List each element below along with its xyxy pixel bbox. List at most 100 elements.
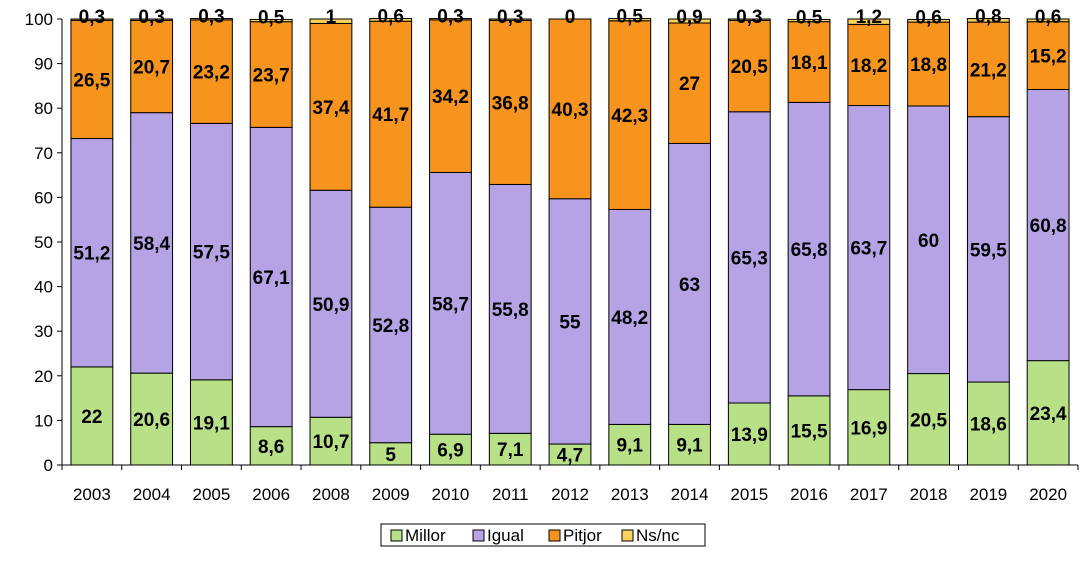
bar-segment-millor (608, 423, 652, 466)
bar-segment-pitjor (668, 22, 711, 144)
data-label: 13,9 (731, 425, 768, 446)
data-label: 0 (565, 7, 576, 28)
bar-segment-millor (847, 389, 891, 466)
bar-segment-igual (668, 142, 711, 425)
y-tick-label: 20 (34, 367, 53, 386)
data-label: 1,2 (856, 7, 882, 28)
data-label: 37,4 (312, 98, 349, 119)
y-tick-label: 40 (34, 278, 53, 297)
bar-segment-millor (787, 395, 831, 466)
bar-segment-pitjor (130, 19, 174, 114)
data-label: 5 (385, 445, 396, 466)
data-label: 0,3 (497, 7, 523, 28)
bar-segment-pitjor (1026, 21, 1070, 90)
y-tick-label: 30 (34, 322, 53, 341)
data-label: 0,3 (736, 7, 762, 28)
data-label: 22 (81, 407, 102, 428)
data-label: 60,8 (1030, 216, 1067, 237)
bar-segment-nsnc (668, 18, 711, 24)
bar-segment-pitjor (309, 22, 353, 191)
data-label: 0,8 (975, 7, 1001, 28)
bars (70, 18, 1070, 466)
bar-segment-igual (548, 198, 592, 445)
data-label: 0,5 (258, 7, 285, 28)
data-label: 65,3 (731, 248, 768, 269)
data-label: 19,1 (193, 413, 230, 434)
bar-segment-nsnc (966, 18, 1010, 23)
x-tick-label: 2019 (969, 485, 1007, 504)
bar-segment-igual (249, 126, 293, 428)
y-tick-label: 100 (25, 10, 53, 29)
data-label: 27 (679, 74, 700, 95)
data-label: 9,1 (617, 436, 644, 457)
legend-swatch (621, 529, 634, 542)
bar-segment-pitjor (608, 20, 652, 210)
bar-segment-igual (966, 116, 1010, 383)
data-label: 18,2 (850, 56, 887, 77)
x-tick-label: 2003 (73, 485, 111, 504)
x-tick-label: 2012 (551, 485, 589, 504)
data-label: 50,9 (312, 295, 349, 316)
bar-segment-nsnc (309, 18, 353, 24)
data-label: 18,8 (910, 55, 947, 76)
x-tick-label: 2013 (611, 485, 649, 504)
data-label: 10,7 (312, 432, 349, 453)
bar-segment-igual (189, 122, 233, 381)
legend-label: Pitjor (563, 526, 602, 545)
legend-swatch (390, 529, 403, 542)
bar-segment-pitjor (488, 19, 532, 185)
bar-segment-nsnc (189, 18, 233, 21)
y-tick-label: 0 (44, 456, 53, 475)
legend-label: Igual (487, 526, 524, 545)
data-label: 20,5 (731, 57, 768, 78)
data-label: 55,8 (492, 300, 529, 321)
bar-segment-millor (429, 433, 472, 466)
bar-segment-igual (70, 138, 114, 368)
data-label: 0,6 (915, 7, 941, 28)
x-tick-label: 2020 (1029, 485, 1067, 504)
bar-segment-nsnc (429, 18, 472, 21)
bar-segment-igual (608, 208, 652, 425)
x-tick-label: 2008 (312, 485, 350, 504)
data-label: 41,7 (372, 105, 409, 126)
data-label: 20,6 (133, 410, 170, 431)
data-label: 23,7 (253, 66, 290, 87)
x-tick-label: 2005 (192, 485, 230, 504)
bar-segment-nsnc (249, 18, 293, 23)
data-label: 0,3 (437, 7, 463, 28)
bar-segment-igual (309, 189, 353, 418)
x-tick-label: 2009 (372, 485, 410, 504)
bar-segment-igual (130, 112, 174, 374)
data-label: 0,3 (198, 7, 224, 28)
data-label: 42,3 (611, 106, 648, 127)
bar-segment-nsnc (488, 18, 532, 21)
data-label: 34,2 (432, 87, 469, 108)
bar-segment-nsnc (847, 18, 891, 25)
y-tick-label: 10 (34, 411, 53, 430)
bar-segment-millor (907, 373, 951, 466)
data-label: 40,3 (552, 100, 589, 121)
bar-segment-millor (966, 381, 1010, 466)
data-label: 15,5 (791, 421, 828, 442)
data-label: 0,5 (617, 7, 644, 28)
x-tick-label: 2011 (492, 485, 529, 504)
bar-segment-pitjor (847, 23, 891, 107)
bar-segment-pitjor (70, 19, 114, 140)
data-label: 20,5 (910, 410, 947, 431)
bar-segment-nsnc (608, 18, 652, 22)
data-label: 52,8 (372, 316, 409, 337)
bar-segment-pitjor (189, 19, 233, 124)
bar-segment-nsnc (369, 18, 413, 22)
bar-segment-millor (70, 366, 114, 466)
data-label: 58,4 (133, 234, 170, 255)
bar-segment-nsnc (907, 18, 951, 23)
y-tick-label: 60 (34, 188, 53, 207)
y-tick-label: 80 (34, 99, 53, 118)
data-label: 65,8 (791, 240, 828, 261)
bar-segment-igual (907, 105, 951, 375)
bar-segment-nsnc (1026, 18, 1070, 23)
legend-swatch (548, 529, 561, 542)
data-label: 48,2 (611, 308, 648, 329)
bar-segment-igual (727, 111, 771, 404)
